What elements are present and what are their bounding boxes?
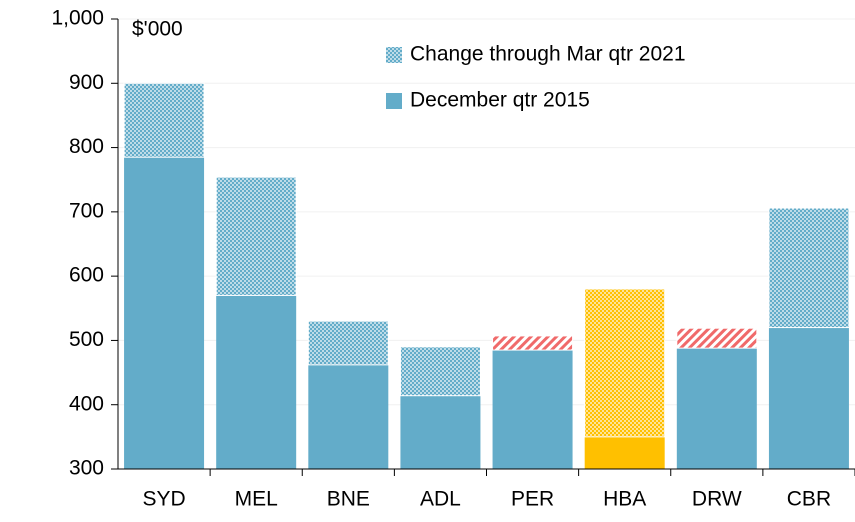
bar-change (676, 327, 758, 349)
x-tick-label: HBA (603, 488, 646, 511)
bar-base (492, 350, 573, 469)
bar-base (124, 157, 205, 469)
y-tick-label: 300 (69, 457, 104, 480)
legend-label: Change through Mar qtr 2021 (410, 43, 686, 66)
bar-base (308, 364, 389, 469)
y-tick-label: 600 (69, 264, 104, 287)
y-axis-label: $'000 (132, 18, 183, 41)
bar-change (768, 207, 850, 329)
bar-change (492, 335, 574, 351)
x-tick-label: DRW (692, 488, 742, 511)
y-tick-label: 500 (69, 328, 104, 351)
y-tick-label: 1,000 (51, 7, 104, 30)
x-tick-label: ADL (420, 488, 461, 511)
bar-base (584, 436, 665, 469)
bar-change (307, 320, 389, 366)
bar-change (584, 288, 666, 438)
x-tick-label: PER (511, 488, 554, 511)
x-tick-label: BNE (327, 488, 370, 511)
bar-base (216, 295, 297, 469)
legend-swatch (386, 47, 402, 63)
x-tick-label: CBR (787, 488, 831, 511)
y-tick-label: 700 (69, 199, 104, 222)
bar-change (215, 176, 297, 296)
legend-label: December qtr 2015 (410, 89, 590, 112)
bar-base (400, 395, 481, 469)
bar-base (676, 348, 757, 469)
y-tick-label: 800 (69, 135, 104, 158)
x-tick-label: MEL (235, 488, 278, 511)
y-tick-label: 400 (69, 392, 104, 415)
bar-change (123, 82, 205, 158)
x-tick-label: SYD (142, 488, 185, 511)
bar-change (399, 346, 481, 397)
legend-swatch (386, 93, 402, 109)
y-tick-label: 900 (69, 71, 104, 94)
bar-base (768, 327, 849, 469)
